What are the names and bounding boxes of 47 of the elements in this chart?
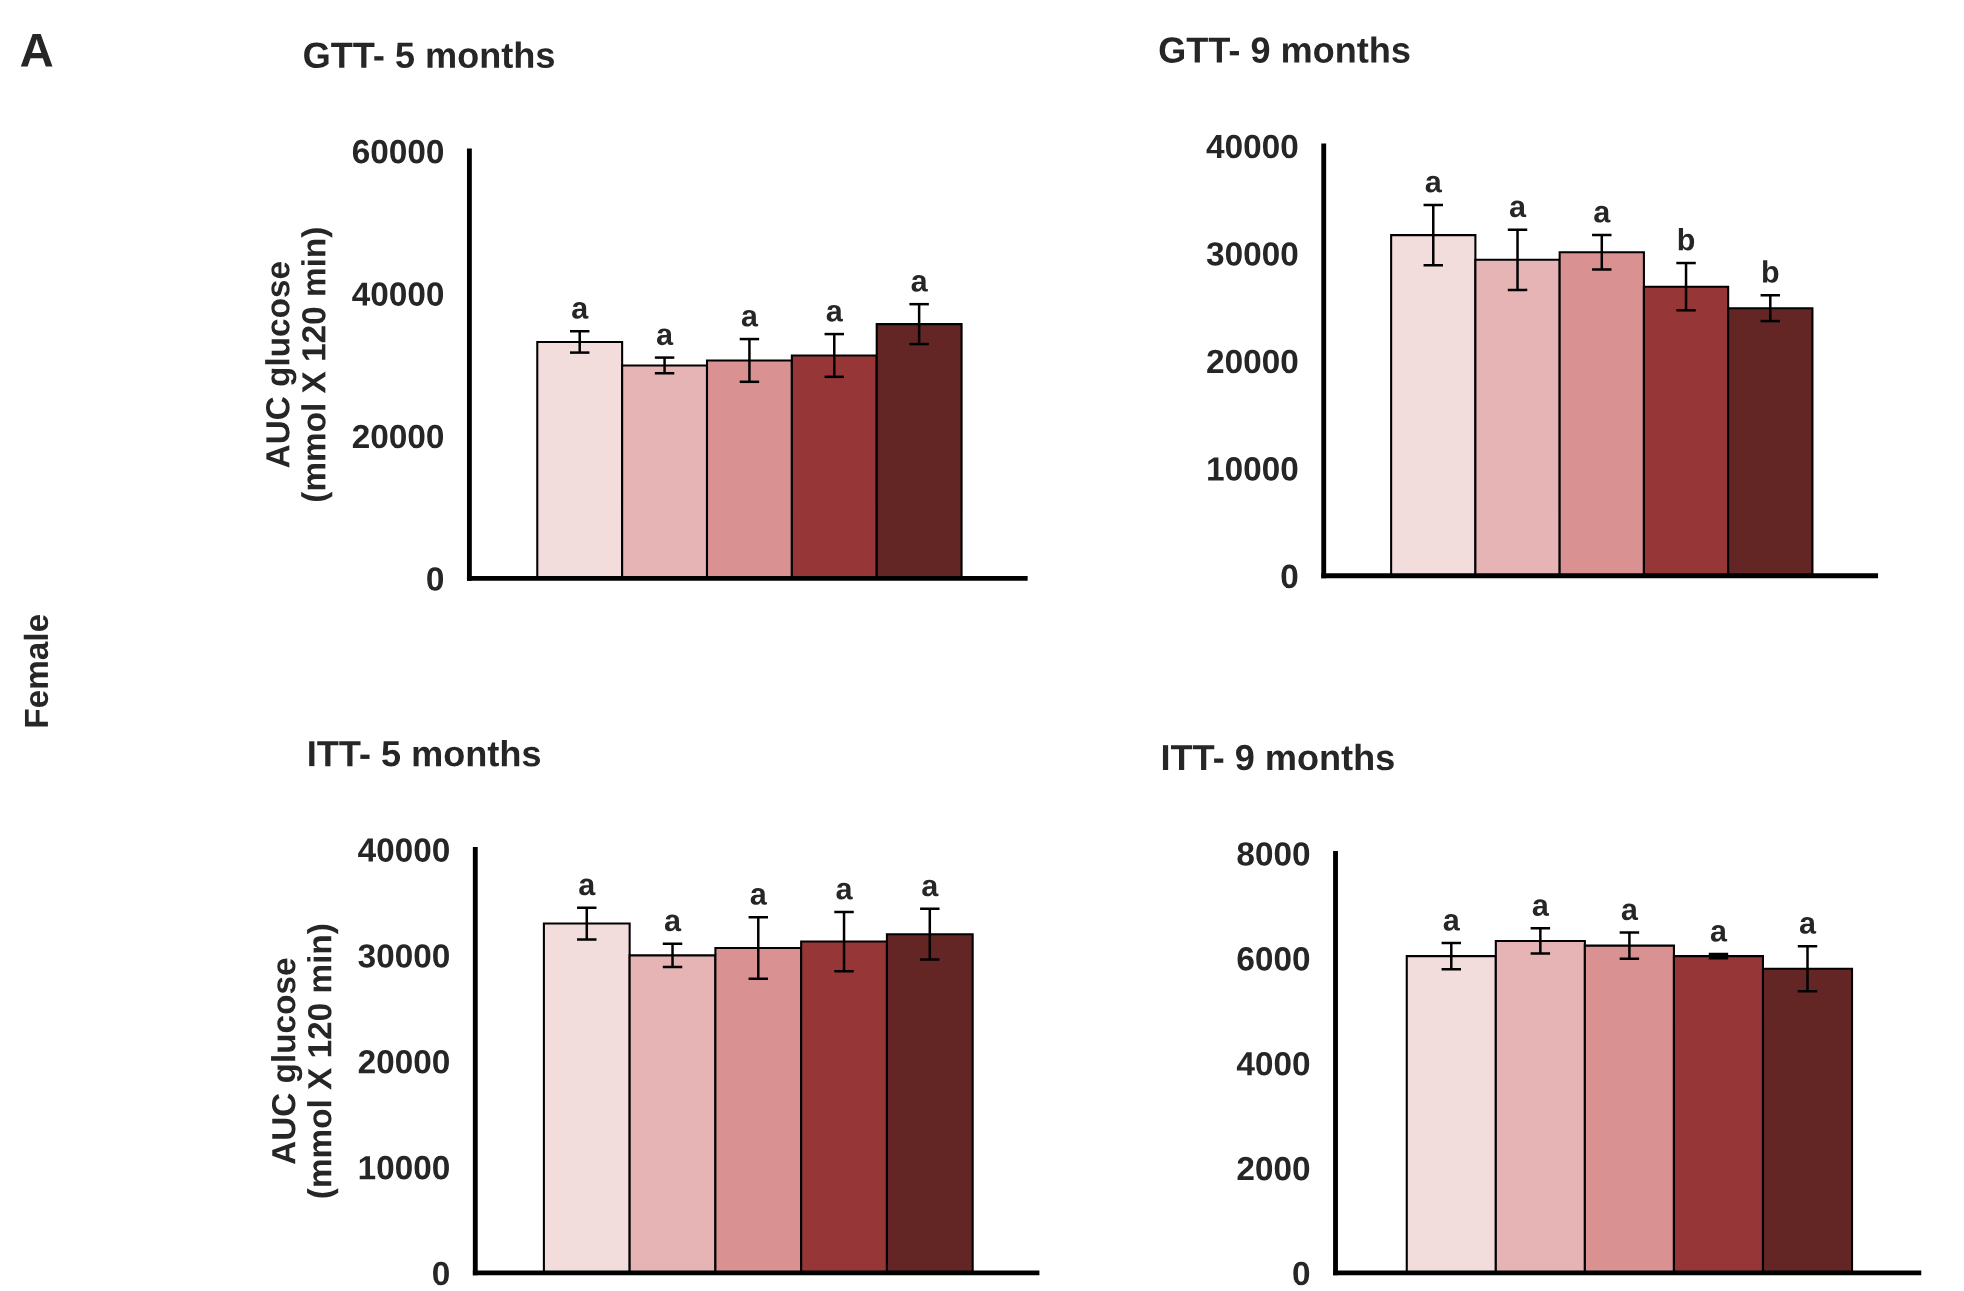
chart-title: GTT- 5 months	[304, 41, 554, 69]
data-label: a	[572, 302, 589, 319]
data-label: a	[1594, 205, 1611, 223]
y-tick-label: 40000	[358, 838, 449, 862]
y-tick-label: 20000	[358, 1050, 449, 1074]
text: Female	[23, 615, 49, 727]
y-tick-label: 20000	[1207, 349, 1298, 374]
data-label: a	[656, 328, 674, 346]
data-label: a	[579, 878, 596, 896]
data-label: a	[1710, 924, 1728, 942]
y-tick-label: 40000	[1206, 134, 1298, 159]
data-label: a	[1621, 903, 1639, 921]
data-label: a	[664, 914, 682, 932]
y-tick-label: 0	[427, 567, 444, 591]
y-tick-label: 4000	[1236, 1051, 1310, 1076]
y-axis-title: AUC glucose (mmol X 120 min)	[265, 228, 333, 502]
y-tick-label: 60000	[352, 139, 444, 164]
data-label: b	[1762, 260, 1779, 283]
data-label: a	[750, 888, 767, 905]
y-tick-label: 6000	[1237, 947, 1310, 971]
y-tick-label: 40000	[352, 282, 444, 306]
data-label: a	[1443, 913, 1460, 931]
data-label: a	[1532, 899, 1550, 917]
data-label: a	[826, 304, 843, 322]
data-label: a	[836, 882, 853, 900]
data-label: a	[911, 274, 928, 292]
chart-title: ITT- 9 months	[1162, 743, 1394, 771]
chart-title: ITT- 5 months	[309, 739, 541, 767]
y-tick-label: 0	[1293, 1261, 1310, 1286]
data-label: a	[1509, 200, 1527, 218]
y-tick-label: 20000	[352, 424, 444, 449]
y-tick-label: 0	[1281, 564, 1298, 589]
data-label: a	[1425, 175, 1442, 193]
y-tick-label: 30000	[358, 944, 449, 968]
data-label: a	[922, 879, 939, 897]
y-tick-label: 0	[433, 1261, 449, 1286]
y-axis-title: AUC glucose (mmol X 120 min)	[271, 924, 339, 1198]
data-label: a	[1799, 917, 1817, 934]
data-label: a	[741, 309, 759, 327]
y-tick-label: 30000	[1206, 242, 1298, 266]
y-tick-label: 2000	[1237, 1156, 1310, 1181]
y-tick-label: 10000	[1208, 457, 1298, 481]
chart-title: GTT- 9 months	[1159, 36, 1410, 63]
data-label: b	[1678, 228, 1695, 251]
y-tick-label: 10000	[359, 1155, 449, 1180]
y-tick-label: 8000	[1237, 842, 1310, 866]
text: A	[20, 34, 53, 67]
